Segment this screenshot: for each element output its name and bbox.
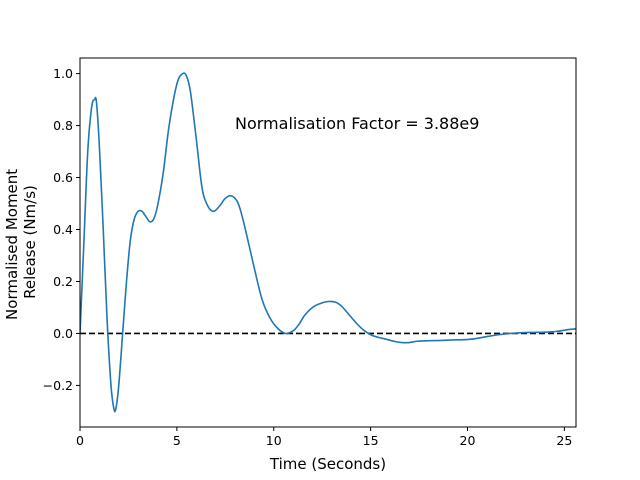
y-tick-label: 0.8: [53, 118, 73, 133]
plot-frame: [79, 57, 577, 428]
y-tick-label: −0.2: [43, 378, 73, 393]
plot-background: [80, 58, 576, 427]
y-tick-label: 0.6: [53, 170, 73, 185]
x-tick-label: 20: [460, 433, 476, 448]
x-tick-label: 5: [173, 433, 181, 448]
x-axis-label: Time (Seconds): [269, 455, 386, 473]
plot-layer: [80, 72, 576, 413]
y-tick-label: 0.0: [53, 326, 73, 341]
y-axis-label-line-2: Release (Nm/s): [21, 185, 39, 299]
y-tick-label: 0.2: [53, 274, 73, 289]
x-tick-label: 15: [363, 433, 379, 448]
x-tick-label: 0: [76, 433, 84, 448]
x-tick-label: 10: [266, 433, 282, 448]
x-tick-label: 25: [556, 433, 572, 448]
ticks-layer: 0 5 10 15 20 25 −0.2 0.0 0.2 0.4 0.6 0.8 1.0: [43, 66, 573, 448]
annotation-text: Normalisation Factor = 3.88e9: [235, 114, 479, 133]
y-axis-label: Normalised Moment Release (Nm/s): [3, 164, 39, 320]
y-axis-label-line-1: Normalised Moment: [3, 169, 21, 320]
y-tick-label: 1.0: [53, 66, 73, 81]
series-line-0: [80, 72, 576, 413]
y-tick-label: 0.4: [53, 222, 73, 237]
